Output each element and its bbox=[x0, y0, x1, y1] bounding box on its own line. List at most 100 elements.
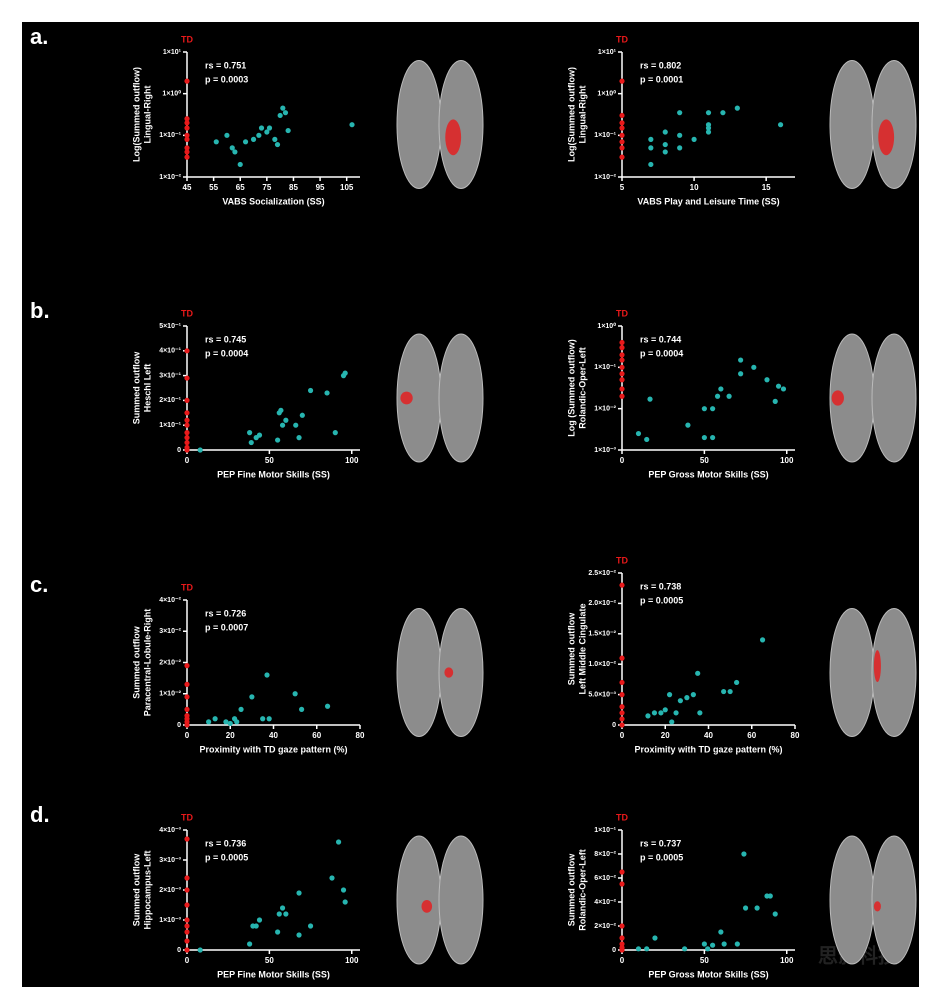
point bbox=[212, 716, 218, 722]
y-tick-label: 1×10⁻¹ bbox=[594, 827, 616, 834]
x-axis-label: Proximity with TD gaze pattern (%) bbox=[199, 744, 347, 754]
point bbox=[232, 149, 238, 155]
point bbox=[619, 371, 625, 377]
point bbox=[238, 706, 244, 712]
point bbox=[645, 713, 651, 719]
point bbox=[184, 125, 190, 131]
y-tick-label: 2.5×10⁻² bbox=[588, 570, 616, 577]
point bbox=[324, 703, 331, 709]
series-label: TD bbox=[616, 555, 628, 565]
point bbox=[658, 710, 664, 716]
x-tick-label: 75 bbox=[262, 183, 271, 192]
point bbox=[754, 905, 760, 911]
brain-region bbox=[445, 119, 462, 156]
point bbox=[666, 692, 673, 698]
x-tick-label: 60 bbox=[312, 731, 321, 740]
series-label: TD bbox=[616, 34, 628, 44]
point bbox=[197, 947, 203, 953]
point bbox=[619, 704, 625, 710]
panel-label: b. bbox=[30, 298, 50, 323]
y-tick-label: 1×10¹ bbox=[598, 49, 617, 56]
point bbox=[767, 893, 773, 899]
point bbox=[726, 393, 732, 399]
point bbox=[635, 946, 642, 952]
x-tick-label: 50 bbox=[700, 456, 709, 465]
point bbox=[184, 681, 190, 687]
y-tick-label: 1×10⁰ bbox=[597, 90, 616, 98]
point bbox=[619, 132, 625, 138]
x-tick-label: 85 bbox=[289, 183, 298, 192]
y-tick-label: 1×10⁻³ bbox=[594, 447, 616, 454]
point bbox=[272, 136, 278, 142]
point bbox=[619, 941, 625, 947]
point bbox=[619, 716, 625, 722]
point bbox=[619, 357, 625, 363]
point bbox=[283, 417, 289, 423]
y-tick-label: 1×10⁻³ bbox=[159, 917, 181, 924]
point bbox=[705, 110, 712, 116]
point bbox=[264, 129, 270, 135]
y-tick-label: 3×10⁻³ bbox=[159, 857, 181, 864]
y-tick-label: 1×10⁻² bbox=[159, 691, 181, 698]
panel-label: a. bbox=[30, 24, 48, 49]
point bbox=[307, 387, 314, 394]
brain-region bbox=[873, 901, 881, 912]
point bbox=[662, 707, 668, 713]
brain-region bbox=[421, 900, 433, 913]
y-tick-label: 1×10⁻² bbox=[159, 174, 181, 181]
point bbox=[184, 706, 190, 712]
x-tick-label: 0 bbox=[620, 731, 625, 740]
point bbox=[266, 716, 272, 722]
point bbox=[307, 923, 314, 929]
brain-hemisphere bbox=[871, 333, 917, 463]
point bbox=[619, 655, 625, 661]
point bbox=[184, 722, 190, 728]
point bbox=[619, 923, 625, 929]
point bbox=[619, 345, 625, 351]
point bbox=[695, 670, 701, 676]
y-axis-label: Summed outflow bbox=[566, 853, 576, 926]
point bbox=[701, 941, 707, 947]
point bbox=[213, 139, 219, 145]
brain-hemisphere bbox=[396, 608, 442, 737]
point bbox=[274, 141, 281, 148]
y-tick-label: 1.0×10⁻² bbox=[588, 661, 616, 668]
point bbox=[299, 412, 305, 418]
point bbox=[206, 719, 212, 725]
x-tick-label: 10 bbox=[690, 183, 699, 192]
point bbox=[701, 406, 707, 412]
y-tick-label: 1×10⁻² bbox=[594, 174, 616, 181]
brain-hemisphere bbox=[438, 835, 484, 965]
y-tick-label: 1×10⁰ bbox=[162, 90, 181, 98]
y-axis-label: Rolandic-Oper-Left bbox=[577, 849, 587, 931]
x-tick-label: 20 bbox=[661, 731, 670, 740]
y-tick-label: 4×10⁻³ bbox=[159, 827, 181, 834]
brain-hemisphere bbox=[871, 60, 917, 189]
point bbox=[738, 357, 744, 363]
point bbox=[184, 447, 190, 453]
brain-region bbox=[831, 390, 844, 406]
point bbox=[691, 136, 697, 142]
point bbox=[335, 839, 342, 845]
brain-region bbox=[444, 667, 454, 678]
point bbox=[669, 719, 675, 725]
point bbox=[275, 929, 281, 935]
point bbox=[710, 434, 716, 441]
x-axis-label: PEP Fine Motor Skills (SS) bbox=[217, 469, 330, 479]
point bbox=[619, 386, 625, 392]
y-axis-label: Summed outflow bbox=[131, 853, 141, 926]
point bbox=[184, 136, 190, 142]
stat-annotation: p = 0.0005 bbox=[640, 595, 683, 605]
point bbox=[184, 149, 190, 155]
point bbox=[619, 154, 625, 160]
point bbox=[184, 422, 190, 428]
x-tick-label: 0 bbox=[185, 731, 190, 740]
stat-annotation: p = 0.0005 bbox=[640, 852, 683, 862]
point bbox=[184, 663, 190, 669]
point bbox=[648, 145, 654, 151]
x-tick-label: 60 bbox=[747, 731, 756, 740]
x-tick-label: 45 bbox=[183, 183, 192, 192]
point bbox=[349, 122, 355, 128]
point bbox=[619, 145, 625, 151]
stat-annotation: rs = 0.751 bbox=[205, 60, 246, 70]
